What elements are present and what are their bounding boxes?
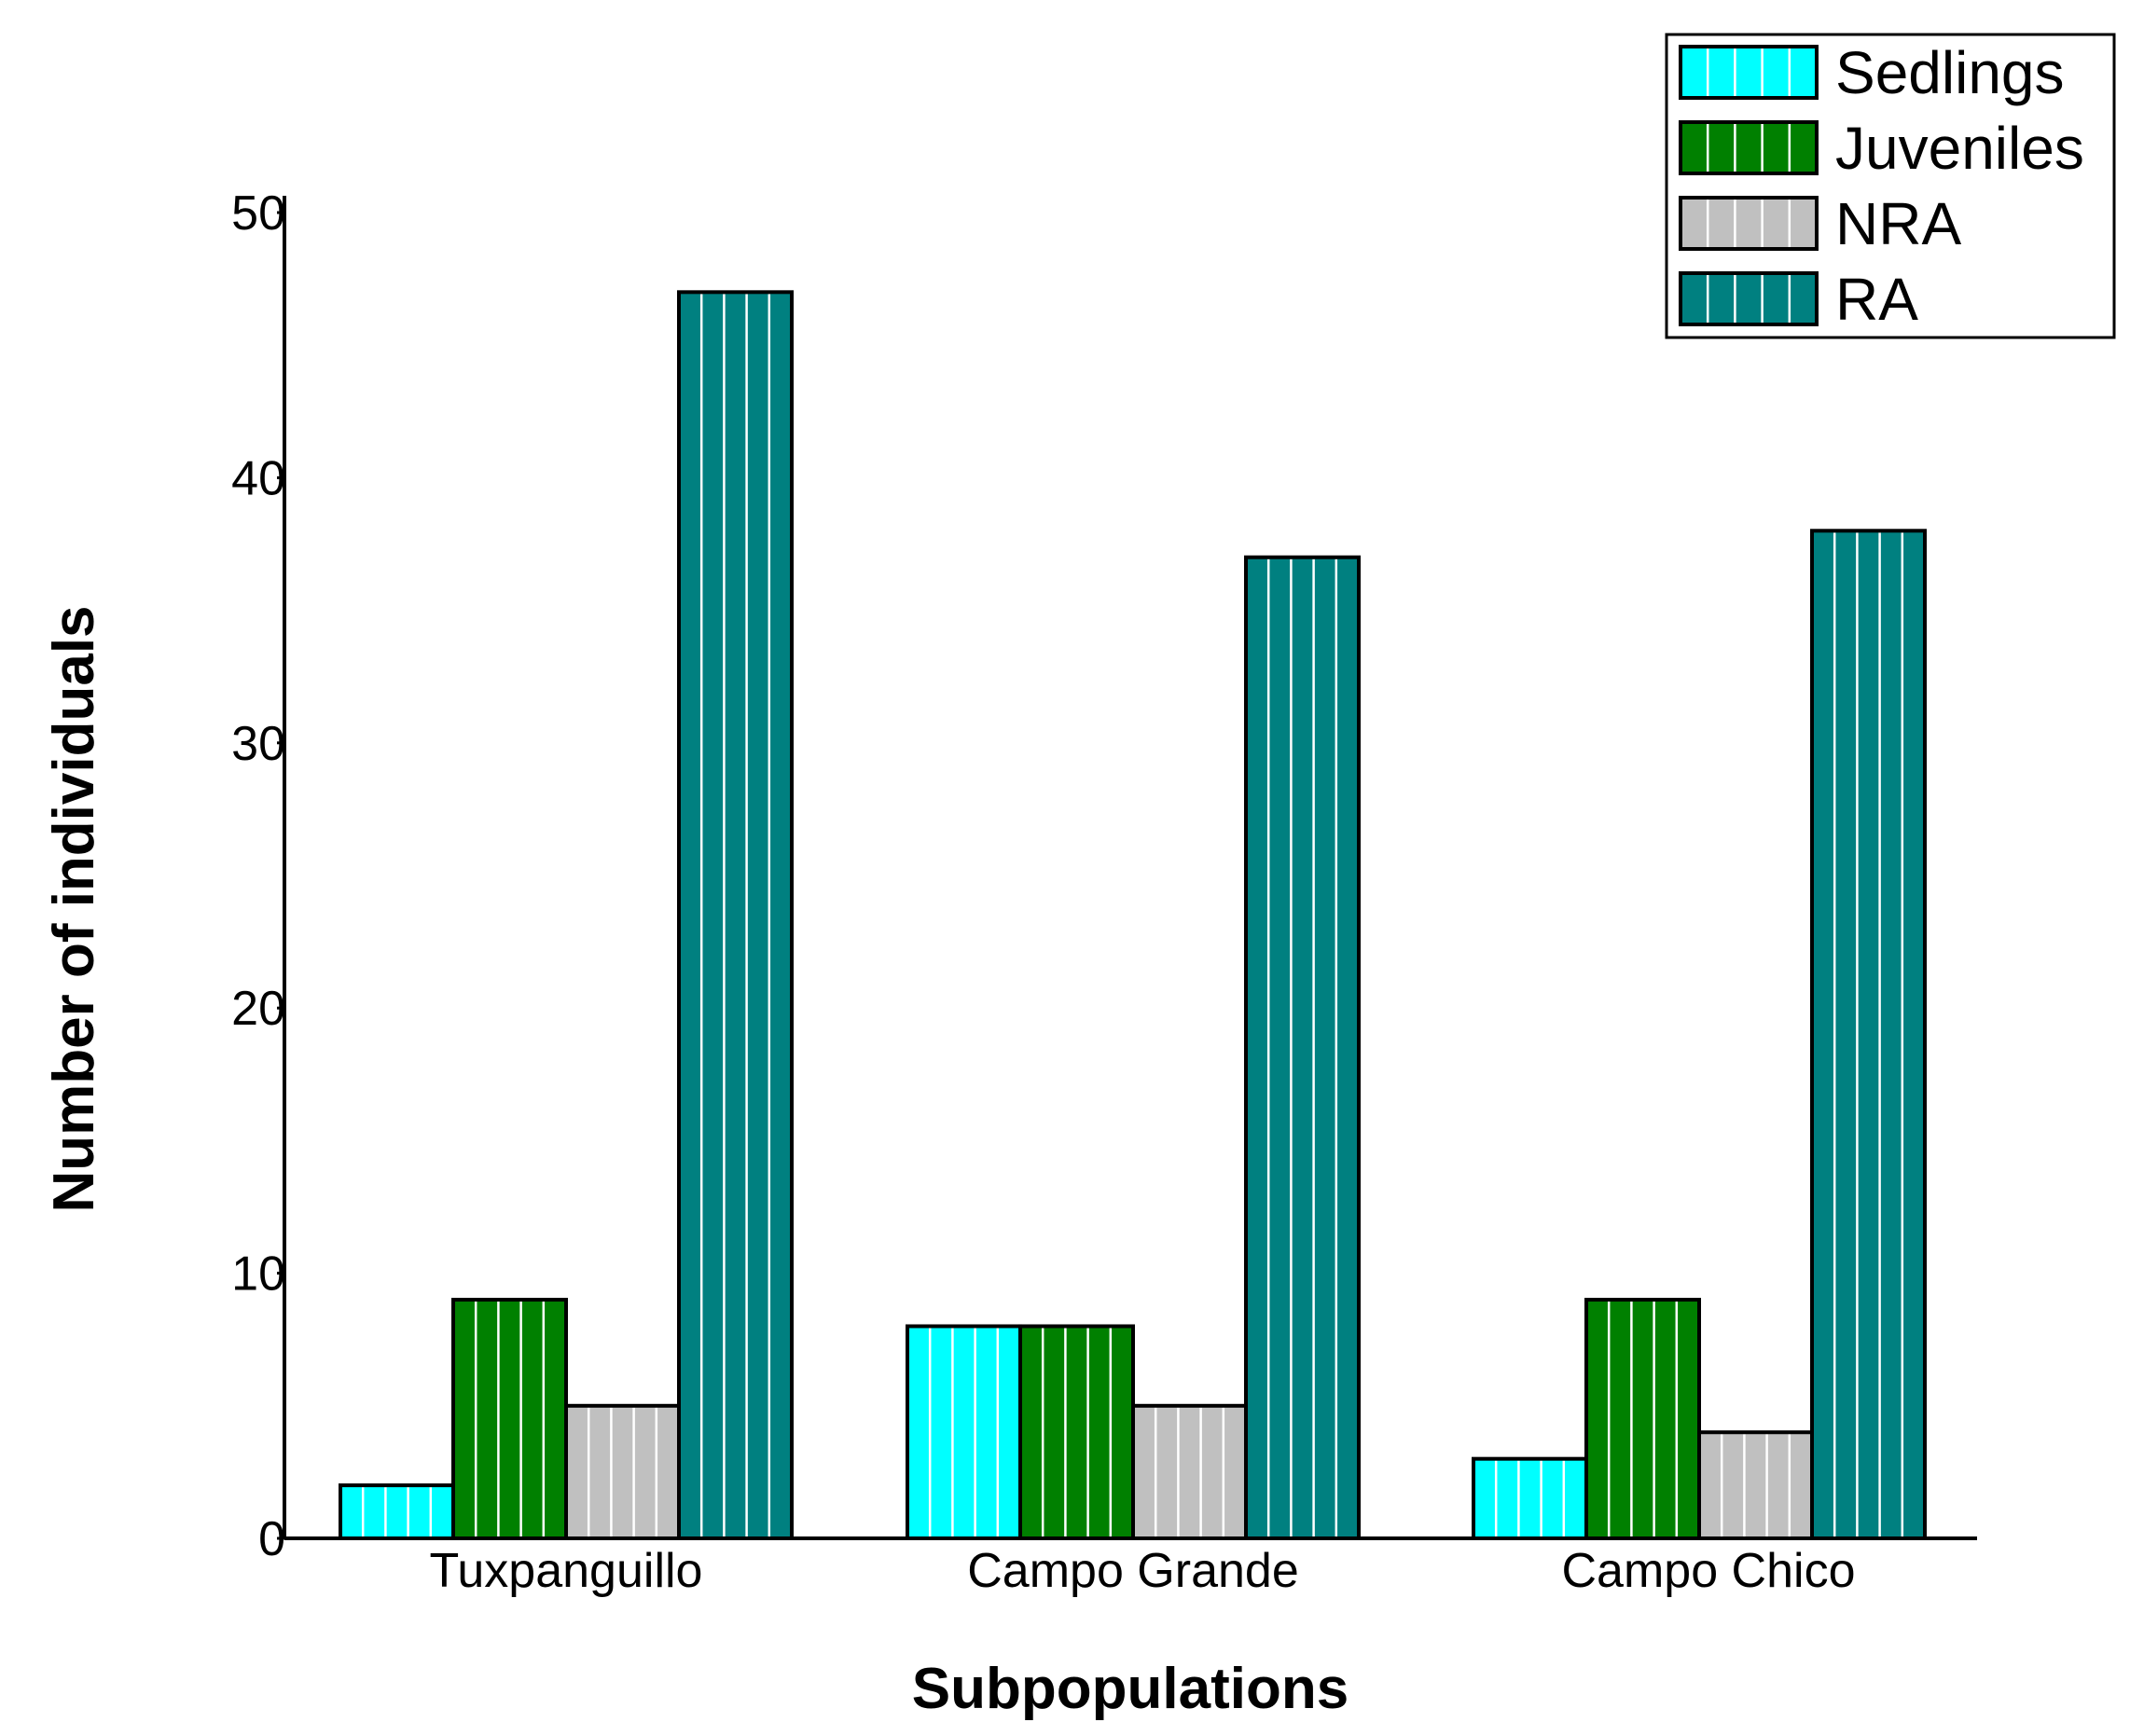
legend-swatch-sedlings-fill bbox=[1681, 47, 1817, 98]
bar-sedlings-campo-chico bbox=[1472, 1456, 1588, 1541]
bar-nra-campo-chico bbox=[1697, 1430, 1814, 1540]
bar-juveniles-campo-grande bbox=[1018, 1324, 1135, 1540]
legend-label: NRA bbox=[1835, 190, 1961, 257]
bar-ra-tuxpanguillo-fill bbox=[679, 292, 792, 1538]
legend-item-juveniles: Juveniles bbox=[1679, 115, 2084, 182]
bar-juveniles-campo-chico bbox=[1584, 1298, 1701, 1541]
bar-nra-campo-chico-fill bbox=[1699, 1432, 1812, 1538]
bar-ra-campo-grande bbox=[1244, 555, 1361, 1540]
category-labels-layer: Tuxpanguillo Campo Grande Campo Chico bbox=[430, 1544, 1856, 1598]
legend-label: Juveniles bbox=[1835, 115, 2084, 182]
y-tick-label: 30 bbox=[231, 717, 285, 771]
bar-ra-campo-grande-fill bbox=[1246, 557, 1359, 1538]
bar-nra-campo-grande bbox=[1131, 1403, 1248, 1541]
bar-juveniles-tuxpanguillo-fill bbox=[453, 1300, 566, 1538]
legend-item-ra: RA bbox=[1679, 266, 1918, 333]
bar-nra-tuxpanguillo bbox=[564, 1403, 681, 1541]
bars-layer bbox=[339, 290, 1927, 1541]
legend: Sedlings Juveniles NRA RA bbox=[1665, 33, 2116, 339]
legend-swatch-nra-outline bbox=[1679, 196, 1819, 251]
bar-juveniles-campo-chico-fill bbox=[1586, 1300, 1699, 1538]
legend-swatch-ra-fill bbox=[1681, 273, 1817, 324]
legend-swatch-ra-outline bbox=[1679, 271, 1819, 326]
bar-nra-tuxpanguillo-fill bbox=[566, 1405, 679, 1538]
y-tick-label: 40 bbox=[231, 451, 285, 505]
bar-sedlings-tuxpanguillo-fill bbox=[340, 1485, 453, 1538]
y-tick-label: 10 bbox=[231, 1247, 285, 1302]
bar-nra-campo-grande-fill bbox=[1133, 1405, 1246, 1538]
bar-sedlings-campo-grande bbox=[906, 1324, 1022, 1540]
bar-ra-campo-chico-fill bbox=[1812, 530, 1925, 1538]
legend-swatch-ra bbox=[1679, 271, 1819, 326]
bar-sedlings-campo-grande-fill bbox=[907, 1326, 1020, 1538]
legend-label: RA bbox=[1835, 266, 1918, 333]
legend-label: Sedlings bbox=[1835, 39, 2065, 106]
legend-item-sedlings: Sedlings bbox=[1679, 39, 2065, 106]
x-axis-title: Subpopulations bbox=[912, 1657, 1349, 1721]
legend-swatch-sedlings bbox=[1679, 45, 1819, 100]
legend-swatch-nra-fill bbox=[1681, 198, 1817, 249]
bar-juveniles-tuxpanguillo bbox=[451, 1298, 568, 1541]
bar-sedlings-campo-chico-fill bbox=[1473, 1458, 1586, 1538]
x-category-label: Campo Grande bbox=[967, 1544, 1299, 1598]
bar-ra-campo-chico bbox=[1810, 529, 1927, 1540]
y-axis-title: Number of individuals bbox=[42, 605, 106, 1212]
legend-swatch-sedlings-outline bbox=[1679, 45, 1819, 100]
y-tick-label: 0 bbox=[258, 1512, 285, 1566]
bar-juveniles-campo-grande-fill bbox=[1020, 1326, 1133, 1538]
bar-sedlings-tuxpanguillo bbox=[339, 1483, 455, 1540]
legend-swatch-juveniles-fill bbox=[1681, 122, 1817, 173]
y-tick-label: 20 bbox=[231, 982, 285, 1036]
x-category-label: Campo Chico bbox=[1561, 1544, 1855, 1598]
y-tick-label: 50 bbox=[231, 186, 285, 241]
legend-swatch-juveniles bbox=[1679, 120, 1819, 175]
axes-layer bbox=[283, 196, 1977, 1540]
legend-swatch-juveniles-outline bbox=[1679, 120, 1819, 175]
x-category-label: Tuxpanguillo bbox=[430, 1544, 703, 1598]
bar-ra-tuxpanguillo bbox=[677, 290, 794, 1541]
y-ticks-layer: 0 10 20 30 40 50 bbox=[231, 186, 285, 1566]
legend-item-nra: NRA bbox=[1679, 190, 1961, 257]
legend-swatch-nra bbox=[1679, 196, 1819, 251]
